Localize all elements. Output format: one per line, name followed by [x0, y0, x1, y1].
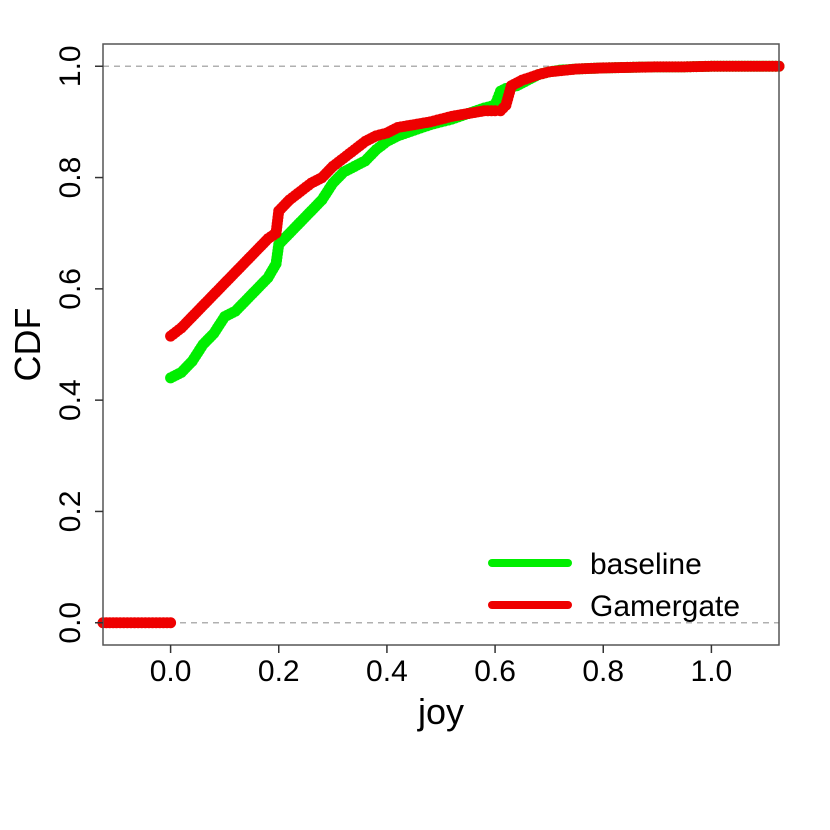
x-axis: 0.0 0.2 0.4 0.6 0.8 1.0 [150, 645, 733, 688]
legend-label: baseline [590, 548, 702, 581]
x-axis-title: joy [417, 691, 464, 732]
x-tick-label: 1.0 [691, 655, 733, 688]
y-axis: 0.0 0.2 0.4 0.6 0.8 1.0 [54, 45, 103, 644]
x-tick-label: 0.4 [366, 655, 408, 688]
legend-label: Gamergate [590, 590, 740, 623]
y-tick-label: 0.4 [54, 379, 87, 421]
y-tick-label: 0.6 [54, 268, 87, 310]
series-gamergate [97, 60, 785, 629]
plot-frame [102, 43, 780, 646]
y-tick-label: 1.0 [54, 45, 87, 87]
x-tick-label: 0.8 [582, 655, 624, 688]
legend: baseline Gamergate [488, 548, 740, 623]
y-tick-label: 0.2 [54, 491, 87, 533]
y-tick-label: 0.8 [54, 157, 87, 199]
x-tick-label: 0.6 [474, 655, 516, 688]
y-axis-title: CDF [7, 308, 48, 382]
data-points [97, 60, 785, 629]
x-tick-label: 0.2 [258, 655, 300, 688]
data-point [165, 617, 177, 629]
x-tick-label: 0.0 [150, 655, 192, 688]
y-tick-label: 0.0 [54, 602, 87, 644]
